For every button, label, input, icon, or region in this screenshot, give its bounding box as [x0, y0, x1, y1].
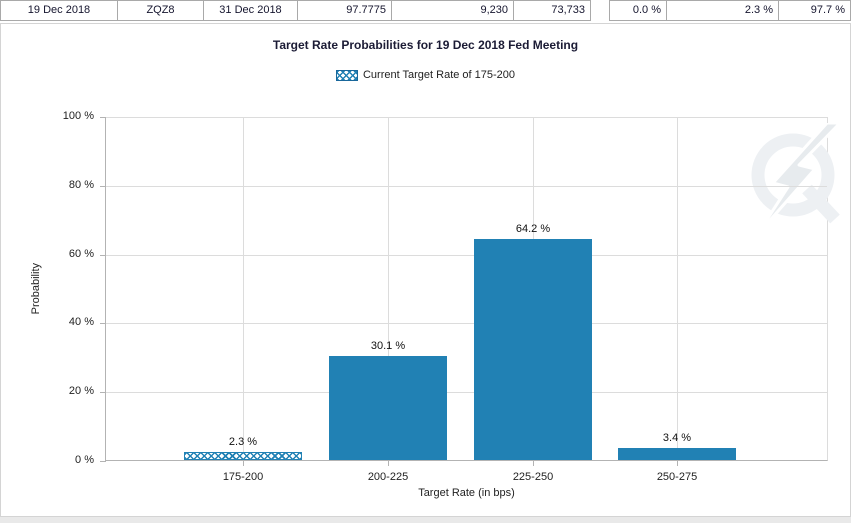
y-tick-label: 0 %	[75, 454, 94, 466]
toolbar-cell-right-2[interactable]: 97.7 %	[778, 0, 851, 21]
bar-200-225	[329, 356, 447, 460]
toolbar-cell-right-0[interactable]: 0.0 %	[609, 0, 667, 21]
y-tick-mark	[100, 461, 106, 462]
quote-toolbar-right-group: 0.0 % 2.3 % 97.7 %	[609, 0, 851, 21]
y-tick-label: 20 %	[68, 385, 94, 397]
x-tick-label: 200-225	[367, 471, 409, 483]
y-axis-title-text: Probability	[30, 263, 42, 315]
chart-title: Target Rate Probabilities for 19 Dec 201…	[272, 38, 579, 52]
bar-250-275	[618, 448, 736, 460]
toolbar-cell-left-1[interactable]: ZQZ8	[117, 0, 204, 21]
gridline-vertical	[243, 117, 244, 460]
toolbar-cell-left-3[interactable]: 97.7775	[297, 0, 392, 21]
toolbar-cell-left-0[interactable]: 19 Dec 2018	[0, 0, 118, 21]
x-axis-title: Target Rate (in bps)	[418, 487, 515, 499]
y-axis-title: Probability	[30, 117, 42, 461]
gridline-horizontal	[106, 255, 827, 256]
gridline-horizontal	[106, 117, 827, 118]
gridline-horizontal	[106, 323, 827, 324]
y-tick-label: 40 %	[68, 316, 94, 328]
x-tick-label: 175-200	[222, 471, 264, 483]
bar-value-label: 2.3 %	[228, 436, 258, 448]
gridline-vertical	[677, 117, 678, 460]
gridline-horizontal	[106, 186, 827, 187]
toolbar-cell-left-5[interactable]: 73,733	[513, 0, 591, 21]
y-tick-mark	[100, 323, 106, 324]
y-tick-label: 80 %	[68, 179, 94, 191]
toolbar-cell-left-4[interactable]: 9,230	[391, 0, 514, 21]
x-tick-mark	[677, 461, 678, 466]
plot-area: 100 % 80 % 60 % 40 % 20 % 0 % 2.3 % 175-200 30.1…	[63, 110, 842, 483]
x-tick-label: 225-250	[512, 471, 554, 483]
toolbar-cell-left-2[interactable]: 31 Dec 2018	[203, 0, 298, 21]
gridline-vertical	[388, 117, 389, 460]
y-tick-label: 60 %	[68, 248, 94, 260]
y-tick-mark	[100, 186, 106, 187]
bar-value-label: 30.1 %	[370, 340, 406, 352]
x-tick-label: 250-275	[656, 471, 698, 483]
quote-toolbar: 19 Dec 2018 ZQZ8 31 Dec 2018 97.7775 9,230 73…	[0, 0, 851, 21]
bar-225-250	[474, 239, 592, 460]
x-tick-mark	[243, 461, 244, 466]
y-tick-label: 100 %	[62, 110, 94, 122]
chart-panel: Target Rate Probabilities for 19 Dec 201…	[0, 23, 851, 517]
bar-value-label: 3.4 %	[662, 432, 692, 444]
bar-value-label: 64.2 %	[515, 223, 551, 235]
bar-175-200	[184, 452, 302, 460]
x-tick-mark	[388, 461, 389, 466]
x-tick-mark	[533, 461, 534, 466]
gridline-horizontal	[106, 392, 827, 393]
toolbar-cell-right-1[interactable]: 2.3 %	[666, 0, 779, 21]
hatched-swatch-icon	[335, 69, 358, 81]
y-tick-mark	[100, 392, 106, 393]
y-tick-mark	[100, 255, 106, 256]
legend: Current Target Rate of 175-200	[1, 69, 850, 81]
bottom-strip	[0, 517, 851, 523]
y-tick-mark	[100, 117, 106, 118]
legend-label: Current Target Rate of 175-200	[362, 69, 516, 81]
quikstrike-watermark-icon	[751, 123, 842, 237]
quote-toolbar-left-group: 19 Dec 2018 ZQZ8 31 Dec 2018 97.7775 9,230 73…	[0, 0, 591, 21]
